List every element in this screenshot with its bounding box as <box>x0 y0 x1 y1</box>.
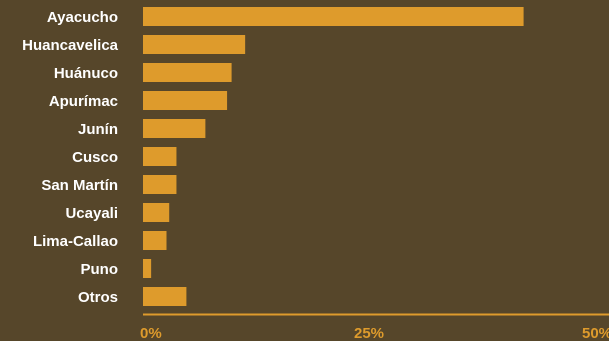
bar <box>143 203 170 222</box>
bar <box>143 287 187 306</box>
x-axis-ticks: 0% 25% 50% <box>140 325 609 341</box>
bar <box>143 7 524 26</box>
bars-layer <box>143 7 524 306</box>
category-label: Ucayali <box>65 205 118 222</box>
category-labels: Ayacucho Huancavelica Huánuco Apurímac Junín… <box>22 9 119 306</box>
category-label: Huancavelica <box>22 37 119 54</box>
bar <box>143 119 206 138</box>
x-tick-label: 0% <box>140 325 162 341</box>
category-label: Puno <box>81 261 119 278</box>
category-label: Ayacucho <box>47 9 118 26</box>
category-label: Otros <box>78 289 118 306</box>
bar <box>143 175 177 194</box>
category-label: Lima-Callao <box>33 233 118 250</box>
bar <box>143 147 177 166</box>
category-label: Apurímac <box>49 93 118 110</box>
category-label: Cusco <box>72 149 118 166</box>
category-label: Huánuco <box>54 65 118 82</box>
bar <box>143 91 228 110</box>
x-tick-label: 25% <box>354 325 384 341</box>
category-label: Junín <box>78 121 118 138</box>
bar <box>143 231 167 250</box>
bar <box>143 63 232 82</box>
bar <box>143 35 246 54</box>
bar <box>143 259 152 278</box>
category-label: San Martín <box>41 177 118 194</box>
x-tick-label: 50% <box>582 325 609 341</box>
